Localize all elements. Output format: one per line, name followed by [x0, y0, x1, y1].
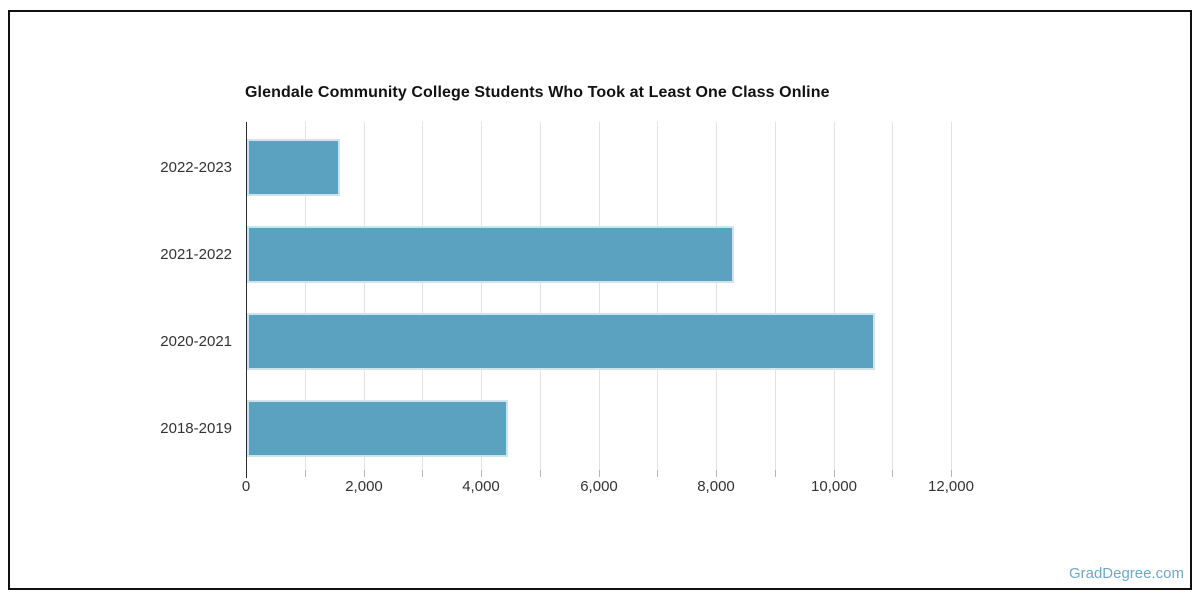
bar-2018-2019 — [247, 400, 508, 457]
x-tick-label: 4,000 — [462, 478, 500, 495]
y-tick-label: 2022-2023 — [160, 159, 232, 176]
x-tick-label: 10,000 — [811, 478, 857, 495]
axis-tick — [892, 470, 893, 477]
plot-area: 0 2,000 4,000 6,000 8,000 10,000 12,000 — [242, 122, 1010, 495]
watermark-link[interactable]: GradDegree.com — [1068, 565, 1184, 582]
axis-tick — [422, 470, 423, 477]
axis-tick — [716, 470, 717, 477]
gridline — [422, 122, 423, 470]
bar-2021-2022 — [247, 226, 734, 283]
chart-title: Glendale Community College Students Who … — [245, 84, 830, 101]
gridline — [892, 122, 893, 470]
bar-2022-2023 — [247, 139, 340, 196]
gridline — [364, 122, 365, 470]
x-tick-label: 12,000 — [928, 478, 974, 495]
axis-tick — [364, 470, 365, 477]
gridline — [305, 122, 306, 470]
axis-tick — [834, 470, 835, 477]
axis-tick — [599, 470, 600, 477]
gridline — [540, 122, 541, 470]
y-tick-label: 2018-2019 — [160, 420, 232, 437]
x-tick-label: 8,000 — [697, 478, 735, 495]
gridline — [716, 122, 717, 470]
bar-2020-2021 — [247, 313, 875, 370]
axis-tick — [540, 470, 541, 477]
y-tick-label: 2020-2021 — [160, 333, 232, 350]
x-tick-label: 2,000 — [345, 478, 383, 495]
y-tick-label: 2021-2022 — [160, 246, 232, 263]
gridline — [599, 122, 600, 470]
x-tick-label: 6,000 — [580, 478, 618, 495]
y-axis-labels: 2022-2023 2021-2022 2020-2021 2018-2019 — [40, 122, 232, 470]
gridline — [834, 122, 835, 470]
axis-tick — [775, 470, 776, 477]
gridline — [775, 122, 776, 470]
axis-tick — [481, 470, 482, 477]
axis-tick — [657, 470, 658, 477]
gridline — [951, 122, 952, 470]
y-axis-line — [246, 122, 247, 478]
x-tick-label: 0 — [241, 478, 251, 495]
gridline — [481, 122, 482, 470]
axis-tick — [951, 470, 952, 477]
gridline — [657, 122, 658, 470]
chart-frame — [8, 10, 1192, 590]
axis-tick — [305, 470, 306, 477]
